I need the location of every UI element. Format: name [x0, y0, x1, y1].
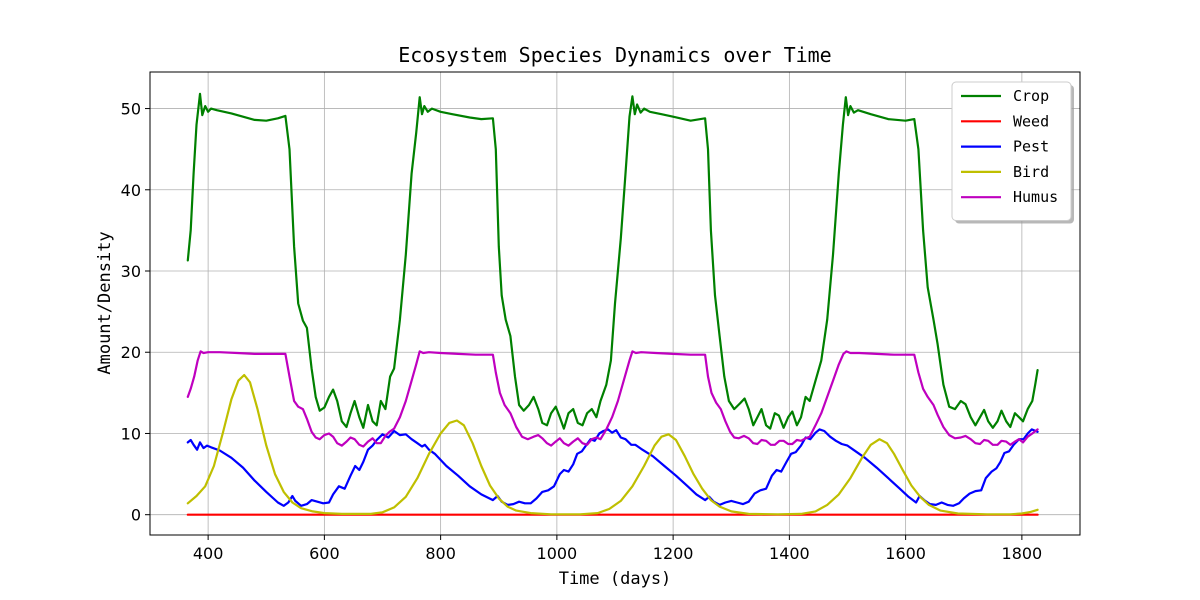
x-tick-label: 1200	[653, 544, 694, 563]
series-line-crop	[186, 92, 1039, 430]
legend-label-humus: Humus	[1013, 188, 1058, 206]
legend-label-pest: Pest	[1013, 138, 1049, 156]
chart-title: Ecosystem Species Dynamics over Time	[398, 43, 831, 67]
plot-area-frame	[149, 71, 1081, 536]
x-tick-label: 600	[309, 544, 340, 563]
y-tick-label: 50	[121, 100, 141, 119]
series-line-humus	[186, 350, 1039, 448]
series-line-pest	[186, 428, 1039, 507]
x-tick-label: 1600	[885, 544, 926, 563]
axis-ticks: 400 600 800 1000 1200 1400 1600 1800 0 10 20 30 40 50	[121, 100, 1043, 563]
y-axis-label: Amount/Density	[95, 231, 115, 374]
y-tick-label: 10	[121, 424, 141, 443]
legend-label-weed: Weed	[1013, 112, 1049, 130]
legend-label-crop: Crop	[1013, 87, 1049, 105]
x-tick-label: 1000	[537, 544, 578, 563]
x-tick-label: 1800	[1002, 544, 1043, 563]
legend: Crop Weed Pest Bird Humus	[951, 81, 1074, 224]
x-tick-label: 400	[193, 544, 224, 563]
legend-box	[951, 81, 1072, 221]
y-tick-label: 20	[121, 343, 141, 362]
y-tick-label: 40	[121, 181, 141, 200]
x-axis-label: Time (days)	[559, 569, 672, 589]
x-tick-label: 800	[425, 544, 456, 563]
series-lines	[186, 92, 1039, 516]
y-tick-label: 30	[121, 262, 141, 281]
x-tick-label: 1400	[769, 544, 810, 563]
grid-lines	[150, 72, 1080, 535]
series-line-bird	[186, 373, 1039, 516]
y-tick-label: 0	[131, 506, 141, 525]
legend-label-bird: Bird	[1013, 163, 1049, 181]
